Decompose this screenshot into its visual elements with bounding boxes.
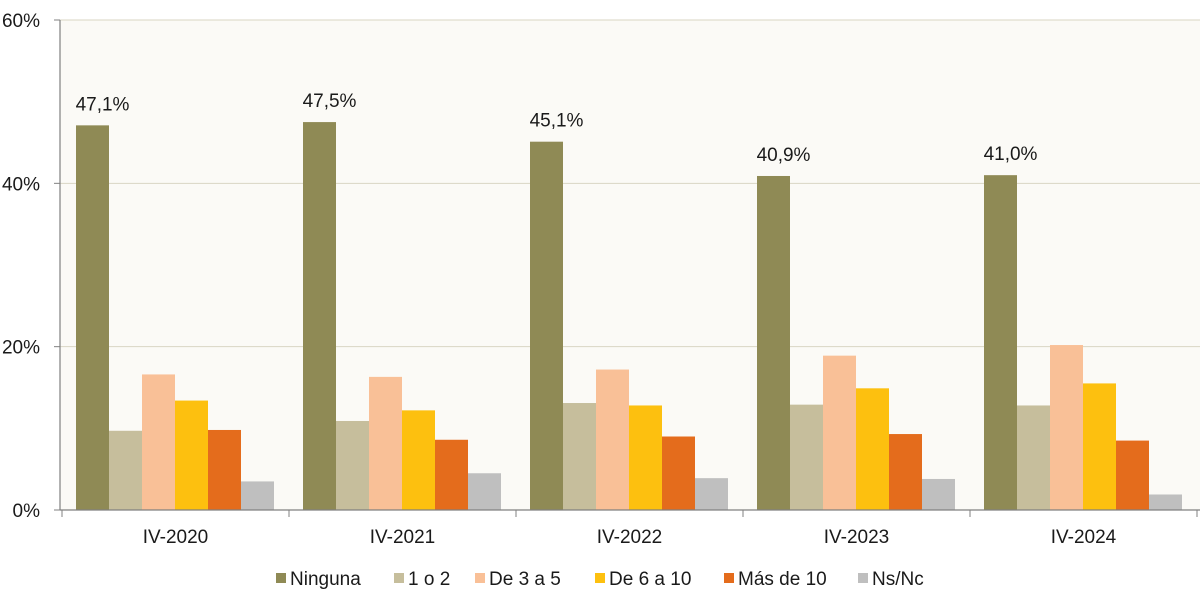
y-tick-label: 40%: [2, 174, 40, 195]
bar-m-s-de-10-iv-2021: [435, 439, 468, 510]
legend-swatch: [858, 573, 868, 583]
x-category-label: IV-2024: [1051, 527, 1117, 548]
bar-ninguna-iv-2020: [76, 125, 109, 510]
legend-swatch: [276, 573, 286, 583]
legend-label: De 6 a 10: [609, 569, 691, 590]
data-labels: 47,1% 47,5% 45,1% 40,9% 41,0%: [76, 91, 1038, 166]
bar-ninguna-iv-2023: [757, 175, 790, 510]
legend-label: Más de 10: [738, 569, 827, 590]
bar-de-6-a-10-iv-2024: [1083, 383, 1116, 510]
bar-ns-nc-iv-2022: [695, 478, 728, 510]
legend-label: 1 o 2: [408, 569, 450, 590]
bar-de-3-a-5-iv-2020: [142, 374, 175, 510]
x-axis-categories: IV-2020 IV-2021 IV-2022 IV-2023 IV-2024: [143, 527, 1117, 548]
bar-m-s-de-10-iv-2023: [889, 434, 922, 510]
bar-ns-nc-iv-2020: [241, 481, 274, 510]
bar-1-o-2-iv-2024: [1017, 405, 1050, 510]
bar-ninguna-iv-2024: [984, 175, 1017, 510]
bar-m-s-de-10-iv-2022: [662, 436, 695, 510]
legend-label: Ns/Nc: [872, 569, 924, 590]
x-category-label: IV-2020: [143, 527, 209, 548]
bar-1-o-2-iv-2021: [336, 420, 369, 510]
legend-label: Ninguna: [290, 569, 361, 590]
legend-swatch: [475, 573, 485, 583]
bar-m-s-de-10-iv-2020: [208, 429, 241, 510]
bar-1-o-2-iv-2023: [790, 404, 823, 510]
y-axis-ticks: 0% 20% 40% 60%: [2, 11, 60, 522]
bar-de-3-a-5-iv-2022: [596, 369, 629, 510]
bar-ns-nc-iv-2024: [1149, 494, 1182, 510]
x-category-label: IV-2023: [824, 527, 890, 548]
bar-1-o-2-iv-2020: [109, 430, 142, 510]
bar-de-6-a-10-iv-2023: [856, 388, 889, 510]
bar-ns-nc-iv-2023: [922, 478, 955, 510]
legend-swatch: [724, 573, 734, 583]
bars: [76, 122, 1182, 510]
bar-de-3-a-5-iv-2024: [1050, 345, 1083, 510]
y-tick-label: 0%: [13, 501, 41, 522]
data-label: 45,1%: [530, 111, 584, 132]
legend-label: De 3 a 5: [489, 569, 561, 590]
bar-de-3-a-5-iv-2021: [369, 376, 402, 510]
bar-m-s-de-10-iv-2024: [1116, 440, 1149, 510]
bar-de-6-a-10-iv-2020: [175, 400, 208, 510]
legend-swatch: [394, 573, 404, 583]
axes: [59, 20, 1200, 517]
x-category-label: IV-2021: [370, 527, 436, 548]
bar-1-o-2-iv-2022: [563, 403, 596, 510]
bar-de-6-a-10-iv-2022: [629, 405, 662, 510]
x-category-label: IV-2022: [597, 527, 663, 548]
legend-swatch: [595, 573, 605, 583]
bar-ninguna-iv-2021: [303, 122, 336, 510]
y-tick-label: 20%: [2, 338, 40, 359]
y-tick-label: 60%: [2, 11, 40, 32]
legend: Ninguna 1 o 2 De 3 a 5 De 6 a 10 Más de 10 Ns…: [276, 569, 924, 590]
bar-ninguna-iv-2022: [530, 141, 563, 510]
bar-ns-nc-iv-2021: [468, 473, 501, 510]
data-label: 47,1%: [76, 94, 130, 115]
bar-de-3-a-5-iv-2023: [823, 355, 856, 510]
data-label: 40,9%: [757, 145, 811, 166]
data-label: 41,0%: [984, 144, 1038, 165]
data-label: 47,5%: [303, 91, 357, 112]
bar-de-6-a-10-iv-2021: [402, 410, 435, 510]
